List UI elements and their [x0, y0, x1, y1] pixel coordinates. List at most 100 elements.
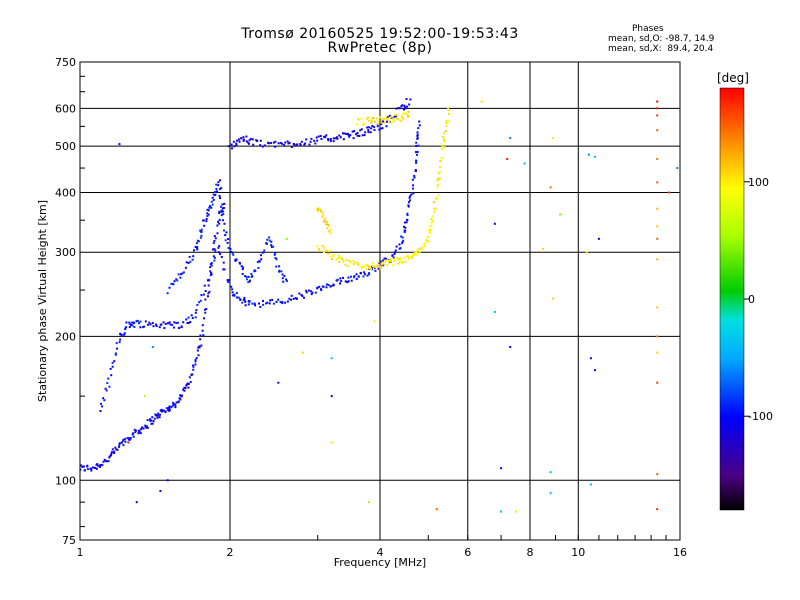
echo-point	[500, 467, 503, 470]
y-tick-label: 600	[55, 102, 76, 115]
echo-point	[268, 142, 271, 145]
echo-point	[156, 413, 159, 416]
echo-point	[247, 275, 250, 278]
echo-point	[437, 183, 440, 186]
echo-point	[416, 136, 419, 139]
echo-point	[383, 117, 386, 120]
echo-point	[216, 224, 219, 227]
echo-point	[138, 431, 141, 434]
echo-point	[135, 320, 138, 323]
echo-point	[218, 251, 221, 254]
echo-point	[137, 432, 140, 435]
echo-point	[403, 256, 406, 259]
echo-point	[345, 132, 348, 135]
echo-point	[132, 321, 135, 324]
echo-point	[355, 133, 358, 136]
echo-point	[172, 403, 175, 406]
echo-point	[81, 465, 84, 468]
echo-point	[370, 121, 373, 124]
echo-point	[217, 181, 220, 184]
echo-point	[347, 133, 350, 136]
echo-point	[368, 265, 371, 268]
echo-point	[367, 129, 370, 132]
echo-point	[373, 129, 376, 132]
echo-point	[209, 270, 212, 273]
echo-point	[192, 249, 195, 252]
echo-point	[442, 135, 445, 138]
echo-point	[163, 327, 166, 330]
echo-point	[446, 120, 449, 123]
echo-point	[245, 135, 248, 138]
echo-point	[261, 299, 264, 302]
echo-point	[311, 291, 314, 294]
echo-point	[314, 142, 317, 145]
echo-point	[587, 153, 590, 156]
echo-point	[327, 284, 330, 287]
echo-point	[356, 132, 359, 135]
x-tick-label: 2	[227, 546, 234, 559]
echo-point	[218, 212, 221, 215]
echo-point	[377, 267, 380, 270]
echo-point	[152, 325, 155, 328]
echo-point	[433, 211, 436, 214]
echo-point	[97, 464, 100, 467]
echo-point	[415, 144, 418, 147]
echo-point	[122, 444, 125, 447]
echo-point	[106, 382, 109, 385]
echo-point	[217, 220, 220, 223]
echo-point	[247, 303, 250, 306]
echo-point	[357, 118, 360, 121]
echo-point	[168, 409, 171, 412]
echo-point	[394, 249, 397, 252]
echo-point	[123, 438, 126, 441]
y-axis-ticks: 75 100 200 300 400 500 600 750	[55, 56, 85, 547]
echo-point	[118, 143, 121, 146]
echo-point	[412, 187, 415, 190]
echo-point	[270, 245, 273, 248]
echo-point	[335, 136, 338, 139]
echo-point	[325, 283, 328, 286]
echo-point	[350, 261, 353, 264]
echo-point	[113, 360, 116, 363]
echo-point	[552, 297, 555, 300]
echo-point	[124, 440, 127, 443]
echo-point	[178, 397, 181, 400]
echo-point	[243, 299, 246, 302]
echo-point	[111, 448, 114, 451]
echo-point	[403, 107, 406, 110]
echo-point	[324, 220, 327, 223]
echo-point	[407, 201, 410, 204]
echo-point	[247, 281, 250, 284]
echo-point	[394, 113, 397, 116]
echo-point	[185, 384, 188, 387]
echo-point	[357, 262, 360, 265]
echo-point	[83, 469, 86, 472]
chart-title: Tromsø 20160525 19:52:00-19:53:43	[241, 26, 519, 42]
echo-point	[108, 456, 111, 459]
echo-point	[149, 419, 152, 422]
echo-point	[413, 252, 416, 255]
echo-point	[415, 141, 418, 144]
echo-point	[112, 451, 115, 454]
echo-point	[373, 320, 376, 323]
echo-point	[389, 258, 392, 261]
x-tick-label: 16	[673, 546, 687, 559]
echo-point	[146, 426, 149, 429]
echo-point	[108, 455, 111, 458]
echo-point	[442, 138, 445, 141]
echo-point	[196, 242, 199, 245]
echo-point	[191, 258, 194, 261]
echo-point	[429, 231, 432, 234]
echo-point	[418, 120, 421, 123]
echo-point	[515, 510, 518, 513]
echo-point	[549, 492, 552, 495]
echo-point	[597, 237, 600, 240]
echo-point	[124, 328, 127, 331]
echo-point	[179, 276, 182, 279]
echo-point	[192, 368, 195, 371]
echo-point	[376, 264, 379, 267]
echo-point	[399, 261, 402, 264]
echo-point	[416, 249, 419, 252]
echo-point	[364, 273, 367, 276]
echo-point	[241, 272, 244, 275]
